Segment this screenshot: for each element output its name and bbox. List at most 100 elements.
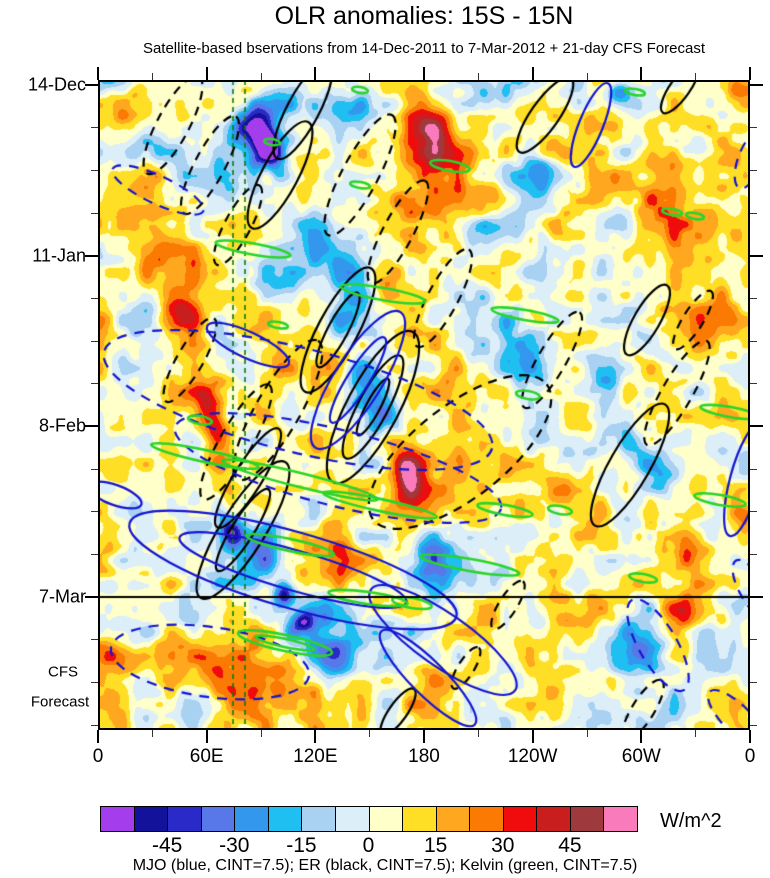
x-axis-label: 0 bbox=[92, 746, 104, 767]
axis-minor-tick bbox=[477, 73, 479, 80]
x-axis-label: 60W bbox=[621, 746, 661, 767]
colorbar-tick-label: -15 bbox=[286, 834, 317, 857]
axis-major-tick bbox=[97, 67, 99, 80]
axis-minor-tick bbox=[91, 553, 98, 555]
colorbar-tick-label: 0 bbox=[362, 834, 375, 857]
axis-minor-tick bbox=[586, 73, 588, 80]
colorbar-segment bbox=[334, 806, 370, 832]
colorbar-segment bbox=[603, 806, 638, 832]
colorbar-segment bbox=[301, 806, 336, 832]
axis-minor-tick bbox=[750, 383, 757, 385]
colorbar-segment bbox=[368, 806, 404, 832]
x-axis-label: 180 bbox=[408, 746, 440, 767]
cfs-label: CFS bbox=[48, 663, 78, 681]
x-axis-label: 120W bbox=[507, 746, 558, 767]
axis-major-tick bbox=[749, 730, 751, 743]
axis-minor-tick bbox=[750, 639, 757, 641]
forecast-label: Forecast bbox=[30, 693, 90, 711]
axis-minor-tick bbox=[750, 297, 757, 299]
axis-minor-tick bbox=[91, 169, 98, 171]
y-axis-label: 11-Jan bbox=[32, 245, 86, 266]
axis-major-tick bbox=[750, 254, 763, 257]
axis-minor-tick bbox=[91, 639, 98, 641]
axis-minor-tick bbox=[91, 468, 98, 470]
axis-minor-tick bbox=[586, 730, 588, 737]
colorbar-segment bbox=[435, 806, 471, 832]
axis-major-tick bbox=[749, 67, 751, 80]
colorbar-segment bbox=[469, 806, 504, 832]
page-title: OLR anomalies: 15S - 15N bbox=[274, 2, 574, 30]
axis-minor-tick bbox=[695, 730, 697, 737]
colorbar-tick-label: 30 bbox=[491, 834, 515, 857]
colorbar-segment bbox=[536, 806, 571, 832]
colorbar bbox=[100, 806, 638, 832]
axis-major-tick bbox=[85, 254, 98, 257]
axis-minor-tick bbox=[91, 212, 98, 214]
colorbar-segment bbox=[167, 806, 202, 832]
colorbar-units-label: W/m^2 bbox=[660, 810, 722, 832]
x-axis-label: 60E bbox=[189, 746, 224, 767]
colorbar-segment bbox=[267, 806, 303, 832]
axis-minor-tick bbox=[91, 681, 98, 683]
axis-major-tick bbox=[85, 596, 98, 598]
axis-major-tick bbox=[423, 67, 425, 80]
axis-major-tick bbox=[750, 596, 763, 598]
axis-minor-tick bbox=[750, 340, 757, 342]
axis-minor-tick bbox=[91, 383, 98, 385]
axis-major-tick bbox=[85, 84, 98, 86]
axis-major-tick bbox=[97, 730, 99, 743]
colorbar-tick-label: 15 bbox=[423, 834, 448, 857]
legend-caption: MJO (blue, CINT=7.5); ER (black, CINT=7.… bbox=[132, 857, 638, 874]
axis-minor-tick bbox=[260, 73, 262, 80]
axis-minor-tick bbox=[151, 73, 153, 80]
colorbar-segment bbox=[402, 806, 437, 832]
axis-minor-tick bbox=[750, 212, 757, 214]
axis-minor-tick bbox=[91, 127, 98, 129]
axis-minor-tick bbox=[91, 340, 98, 342]
axis-major-tick bbox=[750, 84, 763, 86]
colorbar-segment bbox=[100, 806, 135, 832]
axis-minor-tick bbox=[369, 73, 371, 80]
axis-minor-tick bbox=[750, 724, 757, 726]
axis-major-tick bbox=[314, 730, 317, 743]
axis-minor-tick bbox=[695, 73, 697, 80]
colorbar-tick-label: 45 bbox=[558, 834, 582, 857]
axis-major-tick bbox=[750, 425, 763, 428]
x-axis-label: 120E bbox=[293, 746, 338, 767]
axis-major-tick bbox=[85, 425, 98, 428]
colorbar-segment bbox=[502, 806, 538, 832]
axis-major-tick bbox=[423, 730, 425, 743]
axis-minor-tick bbox=[750, 468, 757, 470]
axis-minor-tick bbox=[750, 169, 757, 171]
page-subtitle: Satellite-based bservations from 14-Dec-… bbox=[142, 40, 706, 57]
axis-major-tick bbox=[531, 67, 534, 80]
axis-major-tick bbox=[531, 730, 534, 743]
axis-minor-tick bbox=[477, 730, 479, 737]
axis-minor-tick bbox=[750, 553, 757, 555]
colorbar-segment bbox=[234, 806, 269, 832]
axis-minor-tick bbox=[91, 724, 98, 726]
axis-minor-tick bbox=[750, 127, 757, 129]
axis-major-tick bbox=[205, 67, 208, 80]
x-axis-label: 0 bbox=[744, 746, 756, 767]
colorbar-segment bbox=[569, 806, 605, 832]
axis-minor-tick bbox=[750, 681, 757, 683]
axis-minor-tick bbox=[750, 511, 757, 513]
axis-major-tick bbox=[205, 730, 208, 743]
axis-minor-tick bbox=[260, 730, 262, 737]
hovmoller-field-canvas bbox=[98, 80, 750, 730]
axis-major-tick bbox=[314, 67, 317, 80]
axis-major-tick bbox=[640, 730, 643, 743]
y-axis-label: 8-Feb bbox=[38, 415, 86, 436]
colorbar-segment bbox=[200, 806, 236, 832]
colorbar-segment bbox=[133, 806, 169, 832]
axis-minor-tick bbox=[369, 730, 371, 737]
axis-major-tick bbox=[640, 67, 643, 80]
y-axis-label: 7-Mar bbox=[38, 586, 86, 607]
colorbar-tick-label: -45 bbox=[151, 834, 183, 857]
colorbar-tick-label: -30 bbox=[219, 834, 250, 857]
axis-minor-tick bbox=[91, 511, 98, 513]
y-axis-label: 14-Dec bbox=[27, 74, 86, 95]
axis-minor-tick bbox=[91, 297, 98, 299]
